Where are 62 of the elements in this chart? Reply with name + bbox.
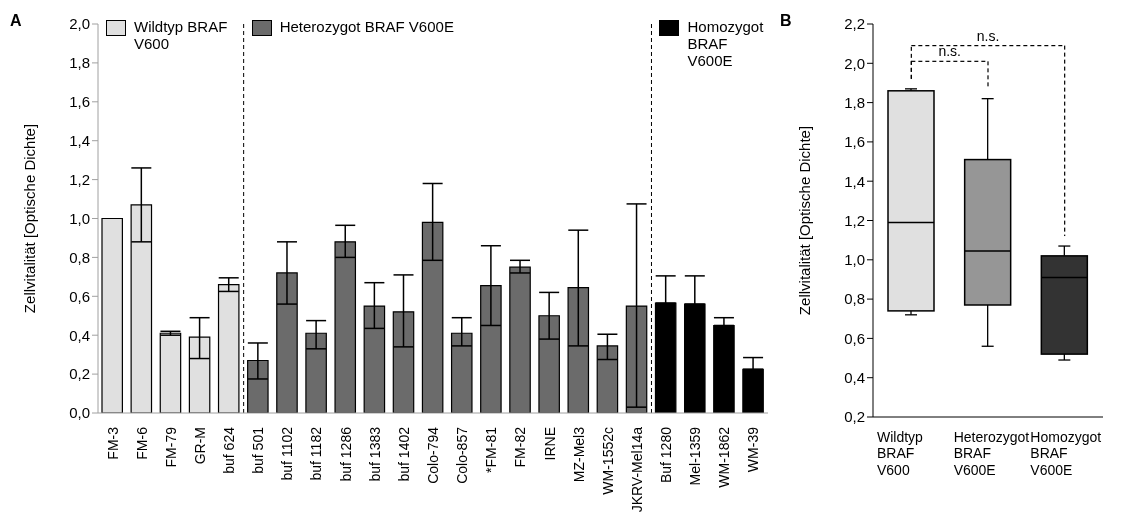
y-tick-label: 1,0 [69,209,90,227]
y-tick-label: 1,6 [844,133,865,151]
legend-label: Homozygot BRAF V600E [687,18,765,69]
x-tick-label: JKRV-Mel14a [628,426,645,513]
x-tick-label: buf 1286 [337,426,354,482]
x-tick-label: buf 1182 [308,426,325,481]
x-tick-label: Buf 1280 [658,426,675,484]
y-tick-label: 1,4 [69,132,90,150]
x-tick-label: FM-3 [104,426,121,460]
y-tick-label: 1,0 [844,251,865,269]
x-tick-label: Wildtyp BRAF V600 [877,428,924,479]
y-tick-label: 1,4 [844,172,865,190]
x-tick-label: Homozygot BRAF V600E [1030,428,1102,479]
x-tick-label: *FM-81 [483,426,500,473]
annotation: n.s. [938,43,961,60]
y-tick-label: 0,4 [69,326,90,344]
bar [654,302,677,413]
bar [159,332,182,413]
x-tick-label: FM-82 [512,426,529,468]
x-tick-label: buf 1402 [395,426,412,482]
x-tick-label: GR-M [191,427,208,465]
y-tick-label: 0,6 [69,287,90,305]
y-axis-title: Zellvitalität [Optische Dichte] [21,123,39,314]
x-tick-label: FM-79 [162,426,179,468]
x-tick-label: MZ-Mel3 [570,426,587,483]
y-tick-label: 0,2 [69,365,90,383]
x-tick-label: IRNE [541,427,558,461]
bar [742,368,764,413]
y-tick-label: 2,0 [844,54,865,72]
y-tick-label: 1,2 [844,211,865,229]
y-axis-title: Zellvitalität [Optische Dichte] [796,125,814,316]
x-tick-label: FM-6 [133,426,150,460]
y-tick-label: 0,0 [69,404,90,422]
x-tick-label: buf 501 [250,426,267,474]
x-tick-label: buf 1102 [279,426,296,481]
y-tick-label: 2,0 [69,15,90,33]
bar [101,217,123,413]
x-tick-label: buf 1383 [366,426,383,482]
y-tick-label: 2,2 [844,15,865,33]
x-tick-label: Heterozygot BRAF V600E [953,428,1030,479]
y-tick-label: 1,8 [844,93,865,111]
y-tick-label: 0,6 [844,329,865,347]
y-tick-label: 0,4 [844,369,865,387]
x-tick-label: Colo-794 [425,426,441,484]
x-tick-label: WM-1552c [599,427,616,495]
y-tick-label: 1,6 [69,93,90,111]
y-tick-label: 1,8 [69,54,90,72]
y-tick-label: 0,8 [844,290,865,308]
legend-label: Heterozygot BRAF V600E [279,18,454,35]
legend-label: Wildtyp BRAF V600 [134,18,229,52]
annotation: n.s. [976,27,1000,44]
chart-title: A [10,12,22,30]
x-tick-label: Mel-1359 [687,426,704,486]
x-tick-label: WM-39 [745,426,762,473]
y-tick-label: 0,8 [69,248,90,266]
bar [684,303,706,413]
x-tick-label: WM-1862 [716,426,733,488]
y-tick-label: 0,2 [844,408,865,426]
chart-title: B [780,12,792,30]
x-tick-label: buf 624 [221,426,238,474]
x-tick-label: Colo-857 [454,426,471,484]
y-tick-label: 1,2 [69,170,90,188]
